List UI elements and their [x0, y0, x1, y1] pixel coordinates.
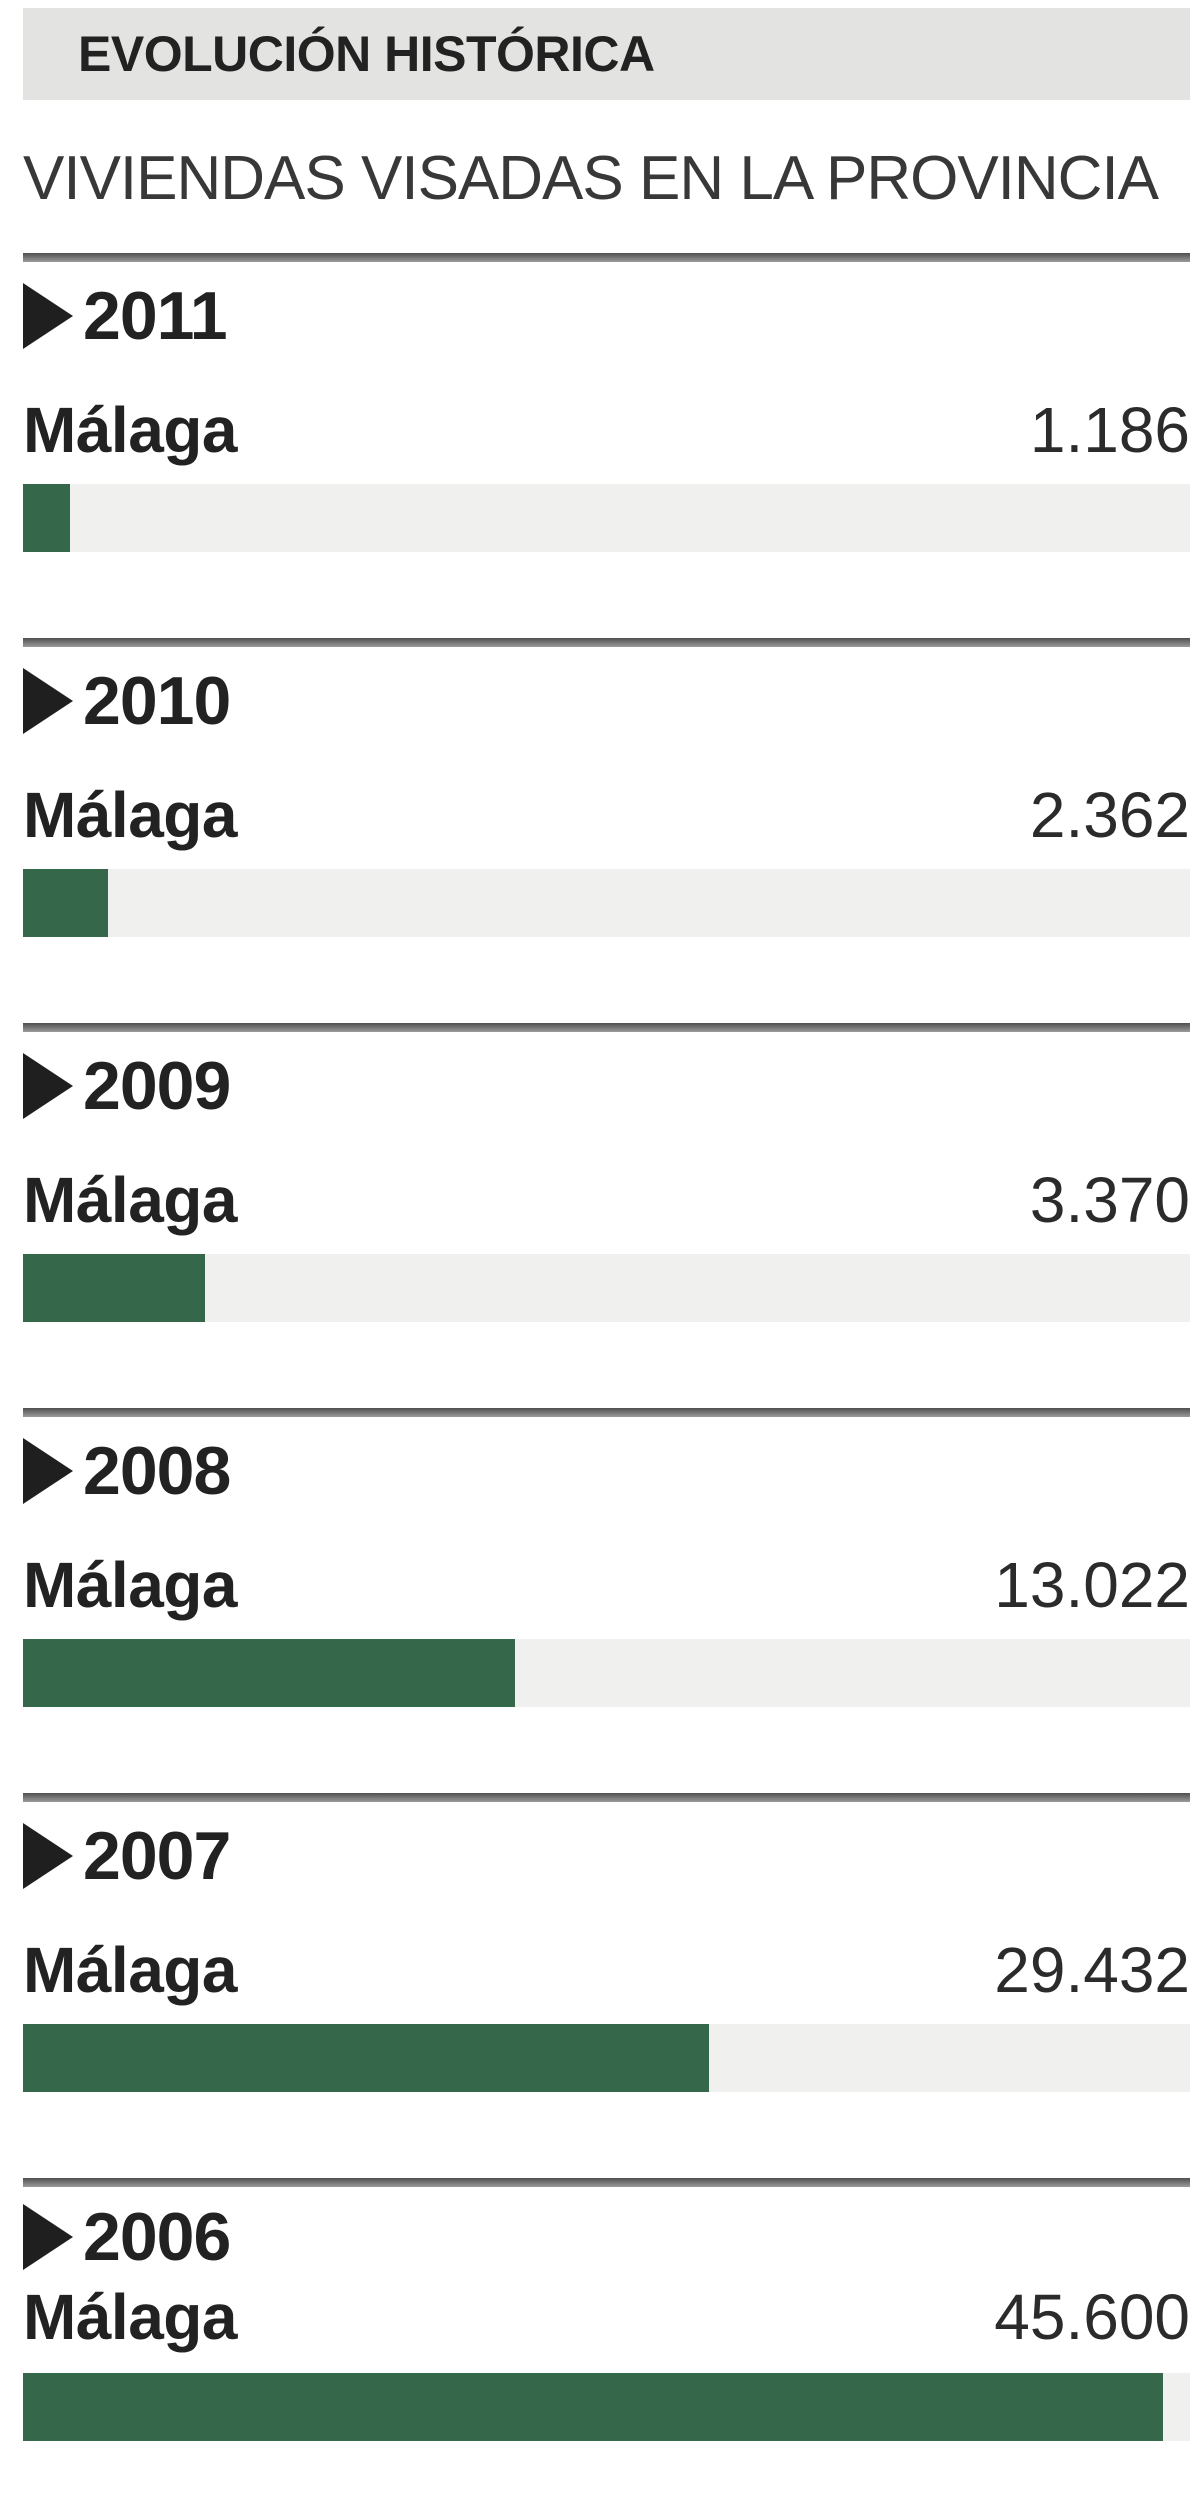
- bar-label-row: Málaga 2.362: [23, 783, 1190, 847]
- bar-fill: [23, 2024, 710, 2092]
- year-label: 2011: [83, 278, 228, 354]
- triangle-right-icon: [23, 2204, 73, 2270]
- triangle-right-icon: [23, 1438, 73, 1504]
- year-heading: 2009: [23, 1052, 1190, 1120]
- year-section-2009: 2009 Málaga 3.370: [23, 1023, 1190, 1322]
- bar-track: [23, 1254, 1190, 1322]
- section-divider: [23, 1023, 1190, 1032]
- year-label: 2008: [83, 1433, 231, 1509]
- triangle-right-icon: [23, 668, 73, 734]
- value-label: 1.186: [1029, 394, 1190, 466]
- value-label: 13.022: [994, 1549, 1190, 1621]
- bar-track: [23, 1639, 1190, 1707]
- section-divider: [23, 2178, 1190, 2187]
- year-label: 2010: [83, 663, 231, 739]
- bar-track: [23, 2373, 1190, 2441]
- year-section-2007: 2007 Málaga 29.432: [23, 1793, 1190, 2092]
- year-section-2008: 2008 Málaga 13.022: [23, 1408, 1190, 1707]
- bar-track: [23, 484, 1190, 552]
- year-heading: 2008: [23, 1437, 1190, 1505]
- year-section-2011: 2011 Málaga 1.186: [23, 253, 1190, 552]
- province-label: Málaga: [23, 1164, 237, 1236]
- value-label: 29.432: [994, 1934, 1190, 2006]
- year-label: 2007: [83, 1818, 231, 1894]
- province-label: Málaga: [23, 1549, 237, 1621]
- section-divider: [23, 638, 1190, 647]
- year-heading: 2010: [23, 667, 1190, 735]
- bar-fill: [23, 1639, 516, 1707]
- province-label: Málaga: [23, 394, 237, 466]
- year-heading: 2011: [23, 282, 1190, 350]
- bar-fill: [23, 484, 70, 552]
- bar-track: [23, 2024, 1190, 2092]
- year-heading: 2007: [23, 1822, 1190, 1890]
- triangle-right-icon: [23, 283, 73, 349]
- bar-track: [23, 869, 1190, 937]
- header-badge: EVOLUCIÓN HISTÓRICA: [23, 8, 1190, 100]
- value-label: 3.370: [1029, 1164, 1190, 1236]
- year-label: 2006: [83, 2199, 231, 2275]
- bar-fill: [23, 2373, 1164, 2441]
- header-title: EVOLUCIÓN HISTÓRICA: [78, 26, 655, 82]
- bar-label-row: Málaga 29.432: [23, 1938, 1190, 2002]
- bar-label-row: Málaga 45.600: [23, 2285, 1190, 2349]
- year-section-2006: 2006 Málaga 45.600: [23, 2178, 1190, 2441]
- year-heading: 2006: [23, 2203, 1190, 2271]
- province-label: Málaga: [23, 779, 237, 851]
- bar-label-row: Málaga 1.186: [23, 398, 1190, 462]
- chart-subtitle: VIVIENDAS VISADAS EN LA PROVINCIA: [23, 144, 1159, 213]
- bar-fill: [23, 1254, 206, 1322]
- province-label: Málaga: [23, 2281, 237, 2353]
- triangle-right-icon: [23, 1823, 73, 1889]
- province-label: Málaga: [23, 1934, 237, 2006]
- bar-fill: [23, 869, 109, 937]
- triangle-right-icon: [23, 1053, 73, 1119]
- bar-label-row: Málaga 3.370: [23, 1168, 1190, 1232]
- bar-label-row: Málaga 13.022: [23, 1553, 1190, 1617]
- year-section-2010: 2010 Málaga 2.362: [23, 638, 1190, 937]
- section-divider: [23, 253, 1190, 262]
- year-label: 2009: [83, 1048, 231, 1124]
- value-label: 45.600: [994, 2281, 1190, 2353]
- section-divider: [23, 1793, 1190, 1802]
- value-label: 2.362: [1029, 779, 1190, 851]
- section-divider: [23, 1408, 1190, 1417]
